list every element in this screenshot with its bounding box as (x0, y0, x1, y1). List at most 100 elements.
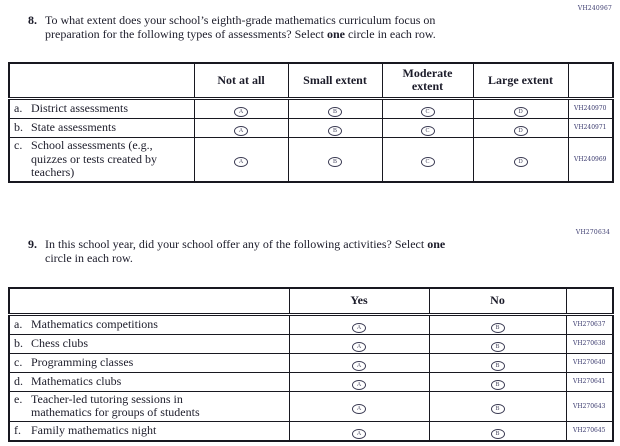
question-8: 8. To what extent does your school’s eig… (28, 13, 588, 41)
row-label: Programming classes (31, 354, 134, 369)
answer-cell: B (287, 136, 383, 183)
row-label: Chess clubs (31, 335, 88, 350)
question-9-prompt-line2: circle in each row. (45, 251, 133, 265)
row-label-cell: a. Mathematics competitions (8, 313, 290, 335)
answer-oval[interactable]: C (420, 106, 435, 117)
question-8-header-small-extent: Small extent (287, 62, 383, 100)
table-row: b. State assessments A B C D VH240971 (8, 117, 614, 138)
answer-oval[interactable]: C (420, 157, 435, 168)
answer-cell: A (288, 371, 430, 392)
question-8-header-large-extent: Large extent (472, 62, 569, 100)
question-8-prompt-line1: To what extent does your school’s eighth… (45, 13, 436, 27)
row-letter: f. (14, 422, 21, 437)
question-8-prompt: To what extent does your school’s eighth… (45, 13, 588, 41)
answer-oval[interactable]: D (513, 106, 528, 117)
answer-cell: B (287, 97, 383, 119)
answer-oval[interactable]: A (352, 428, 366, 439)
question-9-prompt-bold: one (427, 237, 446, 251)
table-row: a. Mathematics competitions A B VH270637 (8, 313, 614, 335)
table-row: c. School assessments (e.g., quizzes or t… (8, 136, 614, 183)
row-label-cell: b. State assessments (8, 117, 195, 138)
answer-cell: A (288, 390, 430, 422)
answer-oval[interactable]: B (490, 322, 505, 333)
answer-oval[interactable]: B (328, 106, 342, 117)
question-9-prompt-line1: In this school year, did your school off… (45, 237, 428, 251)
row-label: Mathematics competitions (31, 316, 158, 331)
question-8-header-moderate-extent: Moderate extent (381, 62, 474, 100)
row-id-code: VH270640 (565, 352, 614, 373)
row-letter: a. (14, 316, 23, 331)
row-label: School assessments (e.g., quizzes or tes… (31, 138, 157, 179)
row-letter: b. (14, 119, 23, 134)
table-row: f. Family mathematics night A B VH270645 (8, 420, 614, 441)
answer-oval[interactable]: B (490, 404, 505, 414)
row-letter: c. (14, 138, 23, 152)
question-9-table-header-row: Yes No (8, 287, 614, 316)
row-label: Family mathematics night (31, 422, 157, 437)
answer-oval[interactable]: A (234, 125, 248, 136)
question-8-prompt-line2b: circle in each row. (344, 27, 436, 41)
answer-oval[interactable]: A (352, 404, 366, 414)
answer-oval[interactable]: B (328, 125, 342, 136)
answer-oval[interactable]: A (352, 360, 366, 371)
question-8-number: 8. (28, 13, 37, 27)
answer-cell: D (472, 97, 569, 119)
answer-oval[interactable]: C (420, 125, 435, 136)
answer-oval[interactable]: D (513, 125, 528, 136)
row-label-cell: e. Teacher-led tutoring sessions in mathe… (8, 390, 290, 422)
answer-oval[interactable]: B (490, 379, 505, 390)
question-9-header-code-empty (565, 287, 614, 316)
row-id-code: VH270641 (565, 371, 614, 392)
answer-cell: A (193, 117, 289, 138)
row-id-code: VH270638 (565, 333, 614, 354)
row-letter: e. (14, 391, 23, 406)
answer-cell: B (428, 371, 567, 392)
row-id-code: VH240969 (567, 136, 614, 183)
answer-cell: C (381, 136, 474, 183)
answer-cell: B (428, 352, 567, 373)
table-row: c. Programming classes A B VH270640 (8, 352, 614, 373)
question-9-header-yes: Yes (288, 287, 430, 316)
answer-oval[interactable]: A (352, 379, 366, 390)
answer-oval[interactable]: A (234, 157, 248, 168)
answer-cell: B (428, 333, 567, 354)
row-id-code: VH240970 (567, 97, 614, 119)
row-label-cell: c. School assessments (e.g., quizzes or t… (8, 136, 195, 183)
answer-oval[interactable]: A (234, 106, 248, 117)
answer-cell: B (287, 117, 383, 138)
question-9: 9. In this school year, did your school … (28, 237, 588, 265)
answer-cell: A (288, 420, 430, 441)
row-label: District assessments (31, 100, 128, 115)
row-label-cell: f. Family mathematics night (8, 420, 290, 441)
table-row: d. Mathematics clubs A B VH270641 (8, 371, 614, 392)
row-id-code: VH270645 (565, 420, 614, 441)
answer-oval[interactable]: B (490, 360, 505, 371)
question-8-header-not-at-all: Not at all (193, 62, 289, 100)
row-label: State assessments (31, 119, 116, 134)
answer-oval[interactable]: B (328, 157, 342, 168)
answer-cell: A (288, 333, 430, 354)
answer-cell: B (428, 313, 567, 335)
question-9-table: Yes No a. Mathematics competitions A B VH… (8, 287, 614, 442)
answer-cell: A (193, 136, 289, 183)
answer-oval[interactable]: A (352, 341, 366, 352)
row-label: Mathematics clubs (31, 373, 122, 388)
row-letter: a. (14, 100, 23, 115)
row-letter: d. (14, 373, 23, 388)
table-row: e. Teacher-led tutoring sessions in mathe… (8, 390, 614, 422)
answer-oval[interactable]: A (352, 322, 366, 333)
question-9-id-code: VH270634 (575, 229, 610, 236)
answer-oval[interactable]: B (490, 341, 505, 352)
answer-cell: C (381, 117, 474, 138)
row-letter: b. (14, 335, 23, 350)
question-9-header-empty (8, 287, 290, 316)
question-8-table-header-row: Not at all Small extent Moderate extent … (8, 62, 614, 100)
table-row: b. Chess clubs A B VH270638 (8, 333, 614, 354)
row-letter: c. (14, 354, 23, 369)
answer-oval[interactable]: D (513, 157, 528, 168)
row-label-cell: b. Chess clubs (8, 333, 290, 354)
answer-oval[interactable]: B (490, 428, 505, 439)
answer-cell: A (193, 97, 289, 119)
answer-cell: C (381, 97, 474, 119)
